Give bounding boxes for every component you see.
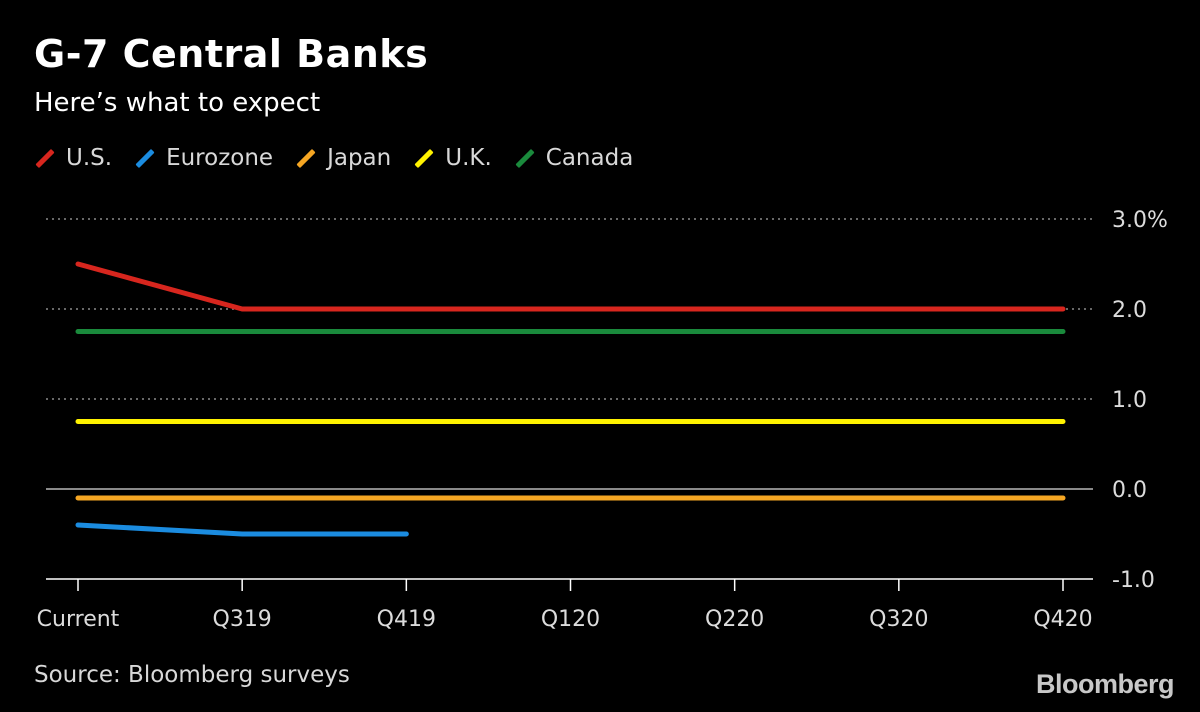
source-note: Source: Bloomberg surveys <box>34 662 350 688</box>
chart-subtitle: Here’s what to expect <box>34 88 321 118</box>
x-tick-label: Q419 <box>377 607 436 632</box>
legend: U.S. Eurozone Japan U.K. Canada <box>34 145 655 171</box>
legend-label: Canada <box>545 145 634 171</box>
legend-label: U.S. <box>66 145 113 171</box>
y-tick-label: 0.0 <box>1112 478 1147 503</box>
legend-label: Eurozone <box>166 145 274 171</box>
legend-item-japan: Japan <box>295 145 391 171</box>
legend-item-u-s: U.S. <box>34 145 112 171</box>
legend-item-u-k: U.K. <box>413 145 492 171</box>
series-line-eurozone <box>75 522 409 537</box>
series-line-u-s <box>75 261 1066 312</box>
x-tick-label: Current <box>37 607 120 632</box>
x-tick-label: Q320 <box>869 607 928 632</box>
y-tick-label: 2.0 <box>1112 298 1147 323</box>
x-tick-label: Q319 <box>213 607 272 632</box>
bloomberg-logo: Bloomberg <box>1035 669 1175 699</box>
y-tick-label: -1.0 <box>1112 568 1155 593</box>
x-tick-label: Q420 <box>1033 607 1092 632</box>
y-tick-label: 1.0 <box>1112 388 1147 413</box>
chart-title: G-7 Central Banks <box>34 32 429 76</box>
x-tick-label: Q120 <box>541 607 600 632</box>
x-tick-label: Q220 <box>705 607 764 632</box>
legend-label: U.K. <box>445 145 492 171</box>
legend-item-canada: Canada <box>514 145 634 171</box>
y-tick-label: 3.0% <box>1112 208 1168 233</box>
legend-label: Japan <box>327 145 392 171</box>
legend-item-eurozone: Eurozone <box>134 145 273 171</box>
